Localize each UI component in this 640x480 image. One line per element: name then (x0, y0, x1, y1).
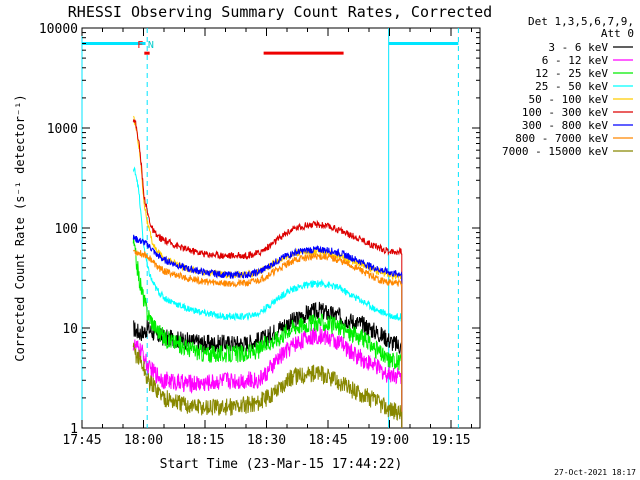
series-line (132, 166, 403, 428)
y-tick-label: 1000 (47, 122, 78, 137)
x-tick-label: 19:15 (431, 433, 470, 448)
legend-header: Det 1,3,5,6,7,9, (528, 15, 634, 28)
series-line (132, 326, 403, 428)
y-tick-label: 10000 (39, 22, 78, 37)
y-axis-label: Corrected Count Rate (s⁻¹ detector⁻¹) (13, 94, 27, 361)
y-axis: 1 10 100 1000 10000 (39, 22, 480, 437)
x-tick-label: 17:45 (62, 433, 101, 448)
x-tick-label: 18:30 (247, 433, 286, 448)
y-tick-label: 10 (62, 322, 78, 337)
series-line (132, 234, 403, 428)
series-line (132, 119, 403, 428)
legend-entry: 100 - 300 keV (522, 106, 608, 119)
x-axis-label: Start Time (23-Mar-15 17:44:22) (160, 457, 403, 472)
x-tick-label: 18:00 (124, 433, 163, 448)
footer-date: 27-Oct-2021 18:17 (554, 468, 636, 477)
legend-entry: 7000 - 15000 keV (502, 145, 608, 158)
x-tick-label: 18:45 (308, 433, 347, 448)
legend-entry: 12 - 25 keV (535, 67, 608, 80)
series-line (132, 235, 403, 428)
y-tick-label: 100 (55, 222, 78, 237)
series-lines (132, 115, 403, 428)
legend-header: Att 0 (601, 27, 634, 40)
series-line (133, 249, 403, 428)
legend-entry: 800 - 7000 keV (515, 132, 608, 145)
legend-entry: 25 - 50 keV (535, 80, 608, 93)
chart-title: RHESSI Observing Summary Count Rates, Co… (68, 3, 492, 21)
x-tick-label: 19:00 (370, 433, 409, 448)
legend-entry: 3 - 6 keV (548, 41, 608, 54)
x-axis: 17:45 18:00 18:15 18:30 18:45 19:00 19:15 (62, 28, 472, 448)
y-tick-label: 1 (70, 422, 78, 437)
flag-letter: F (137, 40, 143, 51)
series-line (132, 342, 403, 428)
legend-entry: 6 - 12 keV (542, 54, 609, 67)
flag-letter: N (148, 40, 154, 51)
legend-entry: 50 - 100 keV (529, 93, 609, 106)
x-tick-label: 18:15 (185, 433, 224, 448)
legend-entry: 300 - 800 keV (522, 119, 608, 132)
